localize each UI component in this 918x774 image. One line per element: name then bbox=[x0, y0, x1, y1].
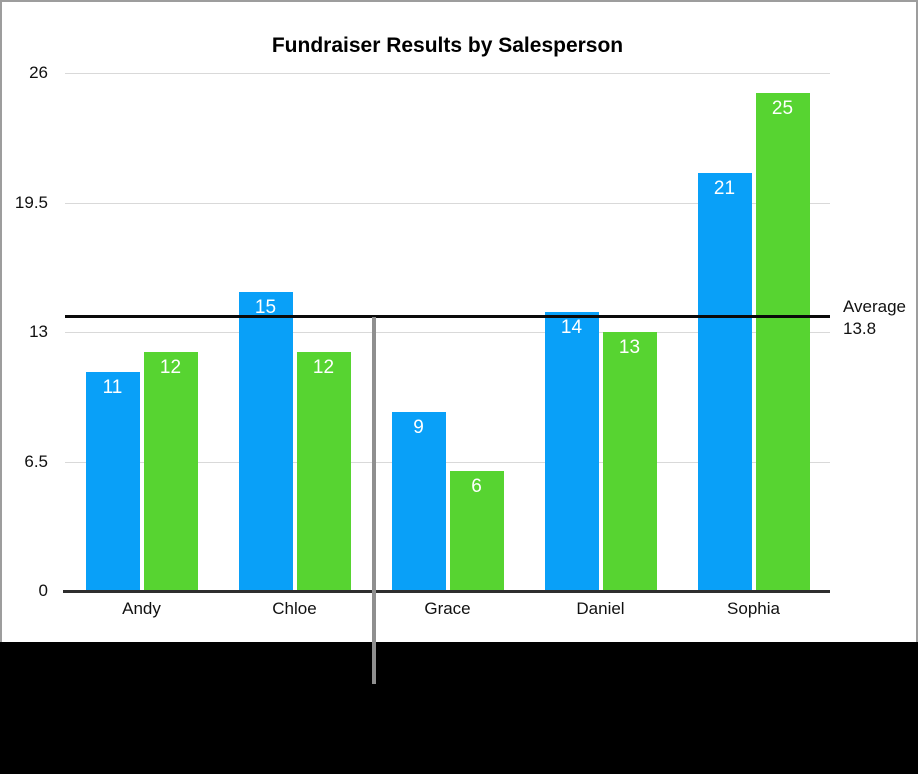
bar-green-chloe: 12 bbox=[296, 351, 351, 591]
bar-green-grace: 6 bbox=[449, 471, 504, 591]
y-axis-tick-label: 6.5 bbox=[24, 451, 48, 471]
bar-blue-grace: 9 bbox=[391, 411, 446, 591]
bar-blue-sophia: 21 bbox=[697, 172, 752, 591]
bar-value-label: 21 bbox=[713, 177, 736, 199]
y-axis-tick-label: 19.5 bbox=[14, 192, 48, 212]
chart-title: Fundraiser Results by Salesperson bbox=[271, 34, 624, 57]
average-reference-line bbox=[65, 315, 830, 319]
bar-value-label: 9 bbox=[413, 416, 424, 438]
bar-value-label: 15 bbox=[254, 297, 277, 319]
bar-green-andy: 12 bbox=[143, 351, 198, 591]
vertical-guide-line bbox=[372, 317, 376, 684]
bar-value-label: 13 bbox=[618, 337, 641, 358]
bar-blue-chloe: 15 bbox=[238, 292, 293, 591]
bar-green-sophia: 25 bbox=[755, 92, 810, 591]
gridline bbox=[65, 73, 830, 74]
bottom-black-region bbox=[0, 642, 918, 774]
gridline bbox=[65, 461, 830, 463]
bar-value-label: 25 bbox=[771, 97, 794, 119]
x-axis-category-label: Andy bbox=[122, 599, 161, 618]
bar-value-label: 6 bbox=[471, 476, 482, 498]
average-value-text: 13.8 bbox=[843, 319, 877, 338]
bar-blue-andy: 11 bbox=[85, 371, 140, 591]
gridline bbox=[65, 202, 830, 204]
bar-blue-daniel: 14 bbox=[544, 312, 599, 591]
average-line-label: Average 13.8 bbox=[843, 296, 906, 340]
average-label-text: Average bbox=[843, 297, 907, 316]
bar-value-label: 11 bbox=[102, 376, 123, 398]
bar-value-label: 12 bbox=[312, 356, 335, 378]
x-axis-line bbox=[63, 590, 830, 593]
x-axis-category-label: Chloe bbox=[272, 599, 317, 618]
bar-value-label: 14 bbox=[560, 317, 583, 339]
x-axis-category-label: Sophia bbox=[727, 599, 780, 618]
x-axis-category-label: Grace bbox=[424, 599, 471, 618]
y-axis-tick-label: 0 bbox=[38, 581, 48, 600]
y-axis-tick-label: 13 bbox=[29, 322, 48, 341]
x-axis-category-label: Daniel bbox=[576, 599, 625, 618]
bar-green-daniel: 13 bbox=[602, 332, 657, 591]
gridline bbox=[65, 332, 830, 333]
bar-value-label: 12 bbox=[159, 356, 182, 378]
y-axis-tick-label: 26 bbox=[29, 63, 48, 82]
